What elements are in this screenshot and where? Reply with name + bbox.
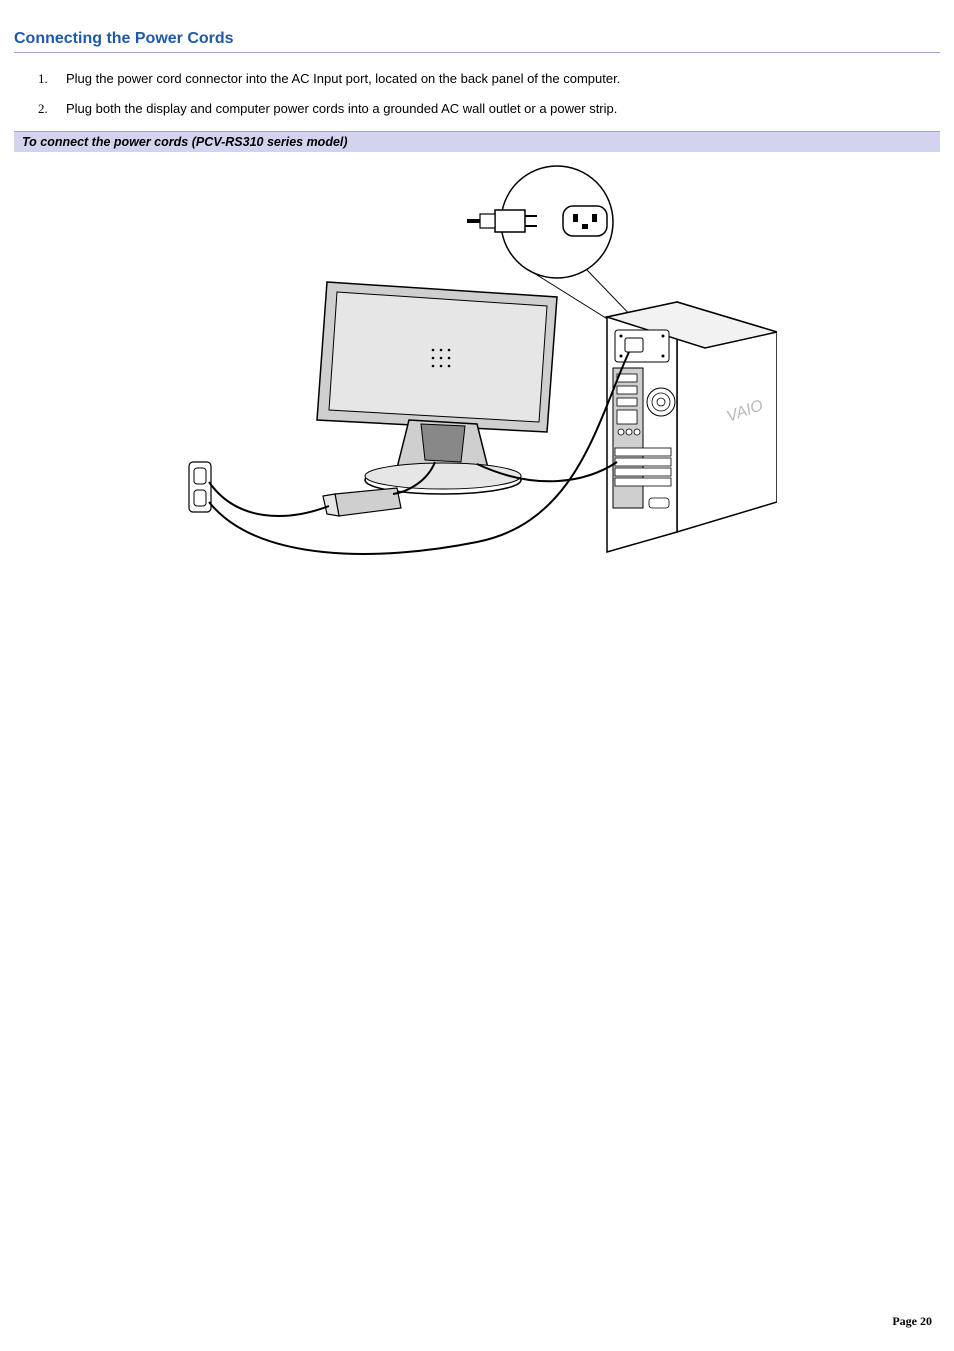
callout-bar: To connect the power cords (PCV-RS310 se… <box>14 131 940 152</box>
page-footer: Page 20 <box>892 1314 932 1329</box>
page-label: Page <box>892 1314 917 1328</box>
power-adapter <box>323 488 401 516</box>
page-number: 20 <box>920 1314 932 1328</box>
step-item: 1. Plug the power cord connector into th… <box>38 71 940 87</box>
tower-computer: VAIO <box>607 302 777 552</box>
steps-list: 1. Plug the power cord connector into th… <box>38 71 940 117</box>
step-number: 1. <box>38 71 60 87</box>
step-number: 2. <box>38 101 60 117</box>
step-text: Plug both the display and computer power… <box>66 101 940 117</box>
figure-container: VAIO <box>14 162 940 572</box>
section-title: Connecting the Power Cords <box>14 30 940 53</box>
wall-outlet <box>189 462 211 512</box>
step-item: 2. Plug both the display and computer po… <box>38 101 940 117</box>
monitor <box>317 282 557 494</box>
step-text: Plug the power cord connector into the A… <box>66 71 940 87</box>
power-cord-illustration: VAIO <box>177 162 777 572</box>
